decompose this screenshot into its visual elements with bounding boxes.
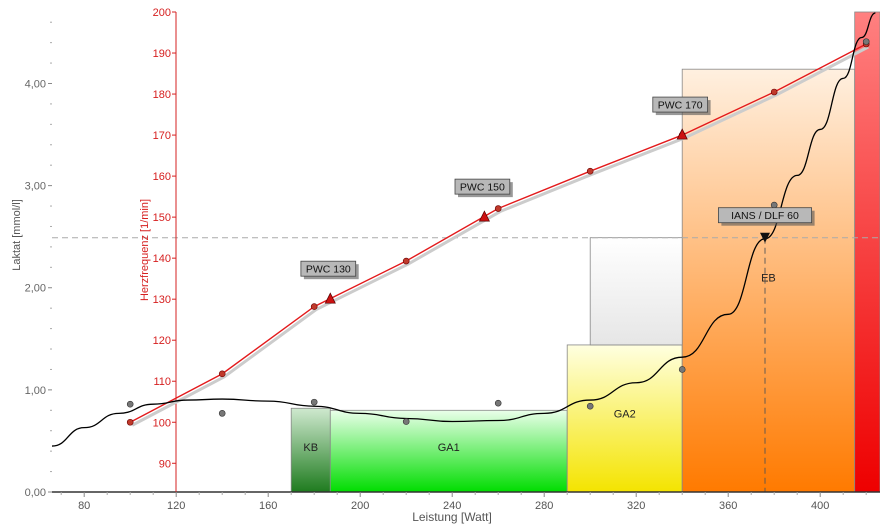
pwc-marker [478,210,490,222]
lactate-point [678,366,686,373]
marker-label: IANS / DLF 60 [731,210,799,222]
guide-lines [52,237,880,492]
heart-rate-point [770,88,778,96]
x-tick-label: 120 [167,500,185,512]
heart-rate-tick-label: 200 [153,7,171,19]
x-tick-label: 360 [719,500,737,512]
x-tick-label: 160 [259,500,277,512]
marker-label: PWC 150 [460,182,505,194]
zone-label-kb: KB [303,442,318,454]
lactate-point [494,399,502,407]
zone-kb [290,407,331,493]
heart-rate-point [310,303,318,310]
heart-rate-point [218,370,226,378]
heart-rate-tick-label: 190 [153,48,171,60]
zone-label-ga2: GA2 [614,408,636,420]
zone-label-ga1: GA1 [438,442,460,454]
ians-marker [760,232,770,243]
pwc-marker [676,128,688,140]
heart-rate-point [126,418,134,426]
y-axis-label-heart-rate: Herzfrequenz [1/min] [139,199,151,301]
lactate-point [218,410,226,417]
lactate-point [310,398,318,406]
x-tick-label: 200 [351,500,369,512]
heart-rate-tick-label: 110 [153,376,171,388]
lactate-tick-label: 2,00 [25,283,46,295]
heart-rate-tick-label: 180 [153,89,171,101]
x-tick-label: 240 [443,500,461,512]
pwc-marker [324,292,336,304]
marker-label: PWC 170 [658,100,703,112]
lactate-tick-label: 3,00 [25,181,46,193]
heart-rate-tick-label: 160 [153,171,171,183]
lactate-curve [51,12,876,447]
lactate-point [862,38,870,45]
heart-rate-tick-label: 130 [153,294,171,306]
lactate-tick-label: 0,00 [25,487,46,499]
heart-rate-tick-label: 100 [153,417,171,429]
x-tick-label: 320 [627,500,645,512]
lactate-tick-label: 1,00 [25,385,46,397]
lactate-tick-label: 4,00 [25,78,46,90]
training-zones: KB GA1 GA2 EB [290,11,880,493]
x-axis-label: Leistung [Watt] [412,510,492,524]
marker-label-box [454,178,511,195]
heart-rate-point [402,257,410,265]
marker-label: PWC 130 [306,264,351,276]
x-tick-label: 80 [78,500,90,512]
heart-rate-line-shadow [131,45,869,427]
zone-max [854,11,880,493]
zone-label-eb: EB [761,273,776,285]
zone-ga1 [329,409,568,493]
heart-rate-tick-label: 120 [153,335,171,347]
lactate-point [770,201,778,209]
axes: 0,00 1,00 2,00 3,00 4,00 80 120 160 200 240 280 320… [25,7,880,512]
heart-rate-tick-label: 150 [153,212,171,224]
x-tick-label: 280 [535,500,553,512]
heart-rate-point [494,205,502,212]
lactate-point [402,418,410,425]
lactate-point [586,402,594,410]
marker-label-box [652,96,708,113]
heart-rate-tick-label: 90 [159,458,171,470]
heart-rate-point [586,167,594,175]
y-axis-label-lactate: Laktat [mmol/l] [11,199,23,271]
zone-eb [681,68,856,493]
marker-label-box [718,207,813,224]
lactate-point [126,400,134,408]
x-tick-label: 400 [811,500,829,512]
heart-rate-tick-label: 140 [153,253,171,265]
heart-rate-tick-label: 170 [153,130,171,142]
markers: PWC 130 PWC 150 PWC 170 IANS / DLF 60 [300,96,815,304]
series [51,12,876,447]
marker-label-box [300,260,357,277]
zone-extension-box [589,237,683,346]
